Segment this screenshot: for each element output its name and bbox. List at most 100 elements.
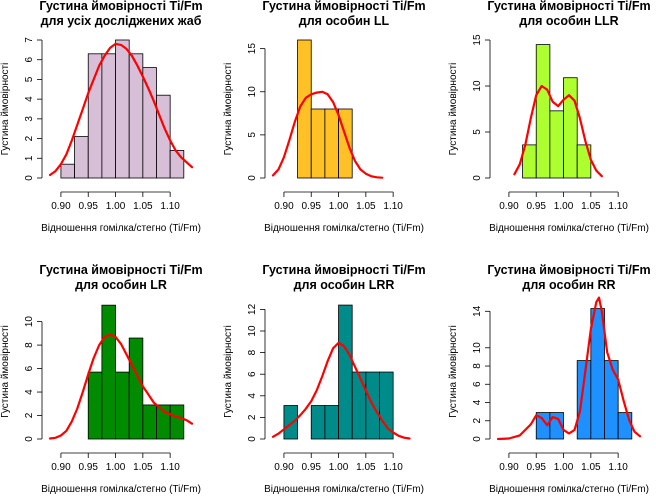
y-tick-label: 14: [472, 305, 483, 317]
x-tick-label: 1.10: [608, 201, 628, 212]
y-tick-label: 5: [472, 129, 483, 135]
x-tick-label: 1.10: [608, 462, 628, 473]
histogram-bar: [310, 108, 326, 179]
density-curve: [496, 296, 642, 441]
y-tick-label: 5: [24, 76, 35, 82]
histogram-bar: [576, 360, 592, 440]
histogram-bar: [310, 405, 326, 440]
x-tick-label: 1.05: [581, 201, 601, 212]
y-axis-label: Густина ймовірності: [223, 63, 234, 156]
y-tick-label: 8: [24, 342, 35, 348]
x-axis-label: Відношення гомілка/стегно (Ti/Fm): [41, 223, 201, 234]
x-tick-label: 1.00: [554, 201, 574, 212]
y-tick-label: 2: [472, 418, 483, 424]
y-tick-label: 4: [24, 96, 35, 102]
y-tick-label: 0: [24, 436, 35, 442]
y-tick-label: 4: [247, 393, 258, 399]
histogram-bar: [87, 371, 103, 440]
histogram-bar: [379, 371, 394, 440]
histogram-bar: [283, 405, 298, 440]
histogram-bar: [535, 44, 551, 179]
y-tick-label: 10: [247, 325, 258, 337]
histogram-bar: [351, 371, 367, 440]
histogram-bar: [115, 39, 130, 179]
histogram-bar: [169, 149, 185, 179]
x-tick-label: 1.05: [356, 201, 376, 212]
y-tick-label: 4: [24, 389, 35, 395]
chart-title: Густина ймовірності Ti/Fm: [487, 0, 650, 13]
y-tick-label: 8: [472, 363, 483, 369]
density-curve: [48, 333, 194, 440]
y-tick-label: 6: [24, 365, 35, 371]
x-tick-label: 0.95: [78, 462, 98, 473]
chart-subtitle: для особин RR: [522, 278, 615, 292]
y-tick-label: 10: [24, 316, 35, 328]
histogram-bar: [142, 67, 157, 179]
histogram-bar: [604, 360, 619, 440]
y-axis-label: Густина ймовірності: [448, 325, 459, 418]
chart-subtitle: для особин LL: [299, 14, 390, 28]
x-tick-label: 1.00: [329, 462, 349, 473]
x-tick-label: 1.05: [356, 462, 376, 473]
x-axis-label: Відношення гомілка/стегно (Ti/Fm): [41, 484, 201, 495]
x-tick-label: 1.10: [160, 462, 180, 473]
histogram-bar: [101, 53, 116, 179]
histogram-bar: [590, 308, 605, 440]
chart-subtitle: для особин LR: [75, 278, 167, 292]
x-tick-label: 1.10: [160, 201, 180, 212]
chart-subtitle: для особин LLR: [519, 14, 618, 28]
x-tick-label: 0.90: [499, 201, 519, 212]
histogram-bar: [169, 404, 185, 440]
y-tick-label: 5: [247, 132, 258, 138]
density-curve: [271, 90, 384, 179]
x-tick-label: 0.90: [274, 462, 294, 473]
histogram-bar: [142, 404, 157, 440]
x-tick-label: 0.95: [526, 201, 546, 212]
histogram-bar: [60, 163, 75, 179]
y-tick-label: 6: [24, 56, 35, 62]
y-tick-label: 3: [24, 116, 35, 122]
x-tick-label: 0.95: [301, 462, 321, 473]
x-tick-label: 0.95: [301, 201, 321, 212]
x-tick-label: 1.05: [581, 462, 601, 473]
x-tick-label: 0.95: [78, 201, 98, 212]
y-tick-label: 0: [24, 175, 35, 181]
x-tick-label: 1.10: [383, 201, 403, 212]
histogram-bar: [549, 412, 564, 440]
y-tick-label: 0: [247, 175, 258, 181]
x-tick-label: 1.10: [383, 462, 403, 473]
chart-title: Густина ймовірності Ti/Fm: [39, 263, 202, 277]
y-tick-label: 10: [472, 342, 483, 354]
histogram-bar: [87, 53, 103, 179]
x-axis-label: Відношення гомілка/стегно (Ti/Fm): [264, 223, 424, 234]
y-tick-label: 2: [24, 135, 35, 141]
x-tick-label: 0.90: [51, 462, 71, 473]
y-axis-label: Густина ймовірності: [0, 63, 11, 156]
y-axis-label: Густина ймовірності: [448, 63, 459, 156]
histogram-bar: [128, 337, 144, 440]
x-tick-label: 1.00: [554, 462, 574, 473]
density-curve: [271, 341, 411, 440]
x-tick-label: 1.00: [106, 201, 126, 212]
y-tick-label: 6: [247, 371, 258, 377]
y-tick-label: 6: [472, 381, 483, 387]
chart-subtitle: для усіх досліджених жаб: [41, 14, 202, 28]
x-tick-label: 0.90: [51, 201, 71, 212]
density-curve: [48, 42, 194, 177]
x-tick-label: 0.90: [274, 201, 294, 212]
histogram-bar: [101, 304, 116, 440]
chart-title: Густина ймовірності Ti/Fm: [262, 263, 425, 277]
histogram-bar: [617, 412, 633, 440]
y-tick-label: 10: [472, 80, 483, 92]
chart-subtitle: для особин LRR: [294, 278, 395, 292]
x-axis-label: Відношення гомілка/стегно (Ti/Fm): [264, 484, 424, 495]
x-tick-label: 0.90: [499, 462, 519, 473]
x-tick-label: 1.05: [133, 462, 153, 473]
